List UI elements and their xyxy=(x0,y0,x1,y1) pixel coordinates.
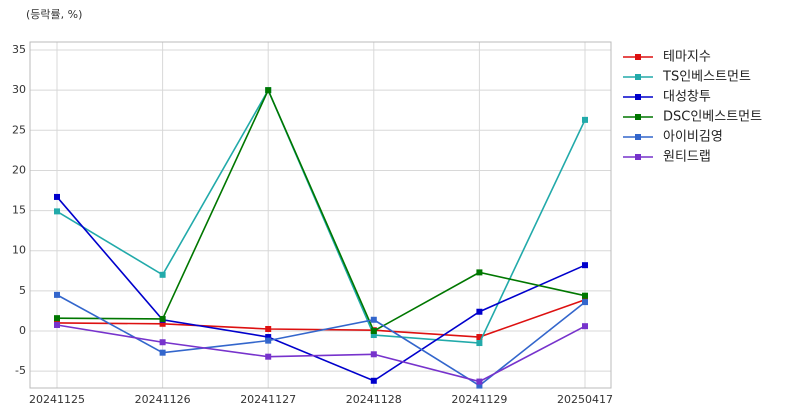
legend-marker xyxy=(635,134,641,140)
y-tick-label: 35 xyxy=(12,43,26,56)
x-tick-label: 20241126 xyxy=(135,393,191,406)
legend-marker xyxy=(635,74,641,80)
legend-marker xyxy=(635,54,641,60)
x-tick-label: 20241127 xyxy=(240,393,296,406)
legend-marker xyxy=(635,154,641,160)
point-marker xyxy=(370,328,377,335)
legend-label: 대성창투 xyxy=(663,90,711,105)
point-marker xyxy=(265,334,272,341)
point-marker xyxy=(159,339,166,346)
point-marker xyxy=(54,321,60,328)
series-line xyxy=(56,88,586,333)
point-marker xyxy=(54,291,60,298)
point-marker xyxy=(476,334,483,341)
legend-label: 원티드랩 xyxy=(663,150,711,165)
point-marker xyxy=(582,262,588,269)
x-tick-label: 20241129 xyxy=(451,393,507,406)
point-marker xyxy=(370,316,377,323)
point-marker xyxy=(476,382,483,389)
point-marker xyxy=(265,325,272,332)
y-tick-label: 25 xyxy=(12,123,26,136)
point-marker xyxy=(159,320,166,327)
y-tick-label: 0 xyxy=(19,324,26,337)
point-marker xyxy=(265,353,272,360)
point-marker xyxy=(370,377,377,384)
point-marker xyxy=(370,332,377,339)
point-marker xyxy=(476,378,483,385)
y-axis-label: (등락률, %) xyxy=(26,8,82,21)
y-tick-label: 20 xyxy=(12,163,26,176)
point-marker xyxy=(582,292,588,299)
legend-marker xyxy=(635,94,641,100)
point-marker xyxy=(582,299,588,306)
legend-label: DSC인베스트먼트 xyxy=(663,110,762,125)
y-tick-label: 5 xyxy=(19,284,26,297)
point-marker xyxy=(370,351,377,358)
legend-label: 테마지수 xyxy=(663,50,711,65)
legend-label: 아이비김영 xyxy=(663,130,723,145)
series-line xyxy=(56,88,586,344)
point-marker xyxy=(54,208,60,215)
point-marker xyxy=(265,337,272,344)
point-marker xyxy=(476,308,483,315)
series-line xyxy=(56,294,586,387)
y-tick-label: -5 xyxy=(15,364,26,377)
y-tick-label: 30 xyxy=(12,83,26,96)
y-tick-label: 15 xyxy=(12,204,26,217)
x-tick-label: 20250417 xyxy=(557,393,613,406)
series-line xyxy=(56,196,586,382)
point-marker xyxy=(476,340,483,347)
point-marker xyxy=(476,269,483,276)
point-marker xyxy=(582,323,588,330)
x-tick-label: 20241128 xyxy=(346,393,402,406)
series-line xyxy=(56,324,586,383)
point-marker xyxy=(265,87,272,94)
plot-frame xyxy=(29,41,612,389)
point-marker xyxy=(159,349,166,356)
point-marker xyxy=(582,116,588,123)
legend-marker xyxy=(635,114,641,120)
legend-label: TS인베스트먼트 xyxy=(662,70,751,85)
point-marker xyxy=(54,193,60,200)
x-tick-label: 20241125 xyxy=(29,393,85,406)
point-marker xyxy=(54,315,60,322)
point-marker xyxy=(159,271,166,278)
point-marker xyxy=(159,315,166,322)
y-tick-label: 10 xyxy=(12,244,26,257)
